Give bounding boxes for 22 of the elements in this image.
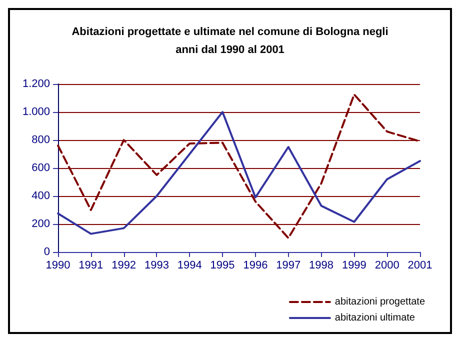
chart-title: Abitazioni progettate e ultimate nel comune di Bologna negli anni dal 1990 al 2001: [72, 26, 388, 56]
x-tick-label: 2001: [408, 260, 432, 272]
y-tick-label: 200: [32, 218, 50, 230]
y-tick-label: 1.000: [22, 106, 50, 118]
x-tick-label: 1993: [144, 260, 169, 272]
y-tick-label: 0: [44, 246, 50, 258]
x-tick-label: 1991: [78, 260, 104, 272]
x-tick-label: 1996: [243, 260, 268, 272]
x-tick-label: 1992: [112, 260, 136, 272]
y-tick-label: 400: [32, 190, 50, 202]
x-tick-label: 1999: [342, 260, 366, 272]
legend-label: abitazioni progettate: [334, 296, 426, 308]
x-tick-label: 2000: [374, 260, 400, 272]
legend-label: abitazioni ultimate: [334, 312, 416, 324]
x-tick-label: 1997: [276, 260, 301, 272]
x-tick-label: 1998: [309, 260, 334, 272]
x-tick-label: 1995: [210, 260, 235, 272]
y-tick-label: 1.200: [22, 78, 50, 90]
y-tick-label: 800: [32, 134, 50, 146]
x-tick-label: 1990: [46, 260, 70, 272]
y-tick-label: 600: [32, 162, 50, 174]
x-tick-label: 1994: [177, 260, 202, 272]
